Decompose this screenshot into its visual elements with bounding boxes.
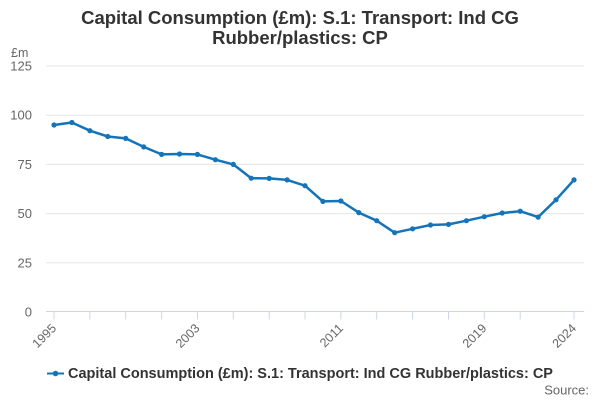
svg-text:125: 125	[10, 59, 32, 74]
svg-text:50: 50	[18, 206, 32, 221]
svg-text:Capital Consumption (£m): S.1:: Capital Consumption (£m): S.1: Transport…	[81, 7, 519, 28]
svg-text:Source:: Source:	[544, 383, 589, 398]
svg-text:Rubber/plastics: CP: Rubber/plastics: CP	[212, 27, 388, 48]
svg-text:75: 75	[18, 157, 32, 172]
svg-text:0: 0	[25, 305, 32, 320]
svg-text:25: 25	[18, 255, 32, 270]
svg-text:Capital Consumption (£m): S.1:: Capital Consumption (£m): S.1: Transport…	[68, 366, 553, 382]
svg-text:£m: £m	[11, 46, 28, 60]
svg-text:100: 100	[10, 108, 32, 123]
